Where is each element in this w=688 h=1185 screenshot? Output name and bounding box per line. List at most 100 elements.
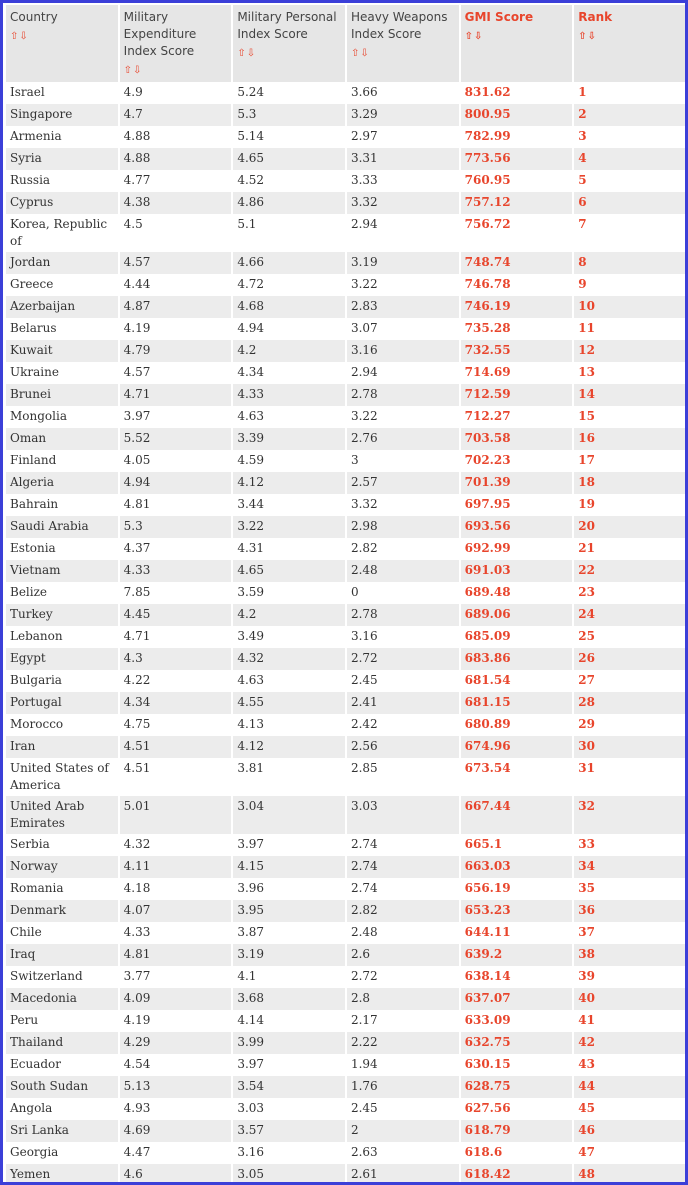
weapons-cell: 2.98 (346, 516, 459, 538)
sort-arrows-icon[interactable]: ⇧⇩ (10, 31, 29, 42)
personal-cell: 4.2 (233, 604, 345, 626)
personal-cell: 3.87 (233, 922, 345, 944)
expenditure-cell: 4.45 (119, 604, 232, 626)
weapons-cell: 2 (346, 1120, 459, 1142)
gmi-score-cell: 712.27 (460, 406, 573, 428)
table-row: Jordan 4.57 4.66 3.19 748.74 8 (6, 252, 685, 274)
table-row: Greece 4.44 4.72 3.22 746.78 9 (6, 274, 685, 296)
weapons-cell: 2.83 (346, 296, 459, 318)
personal-cell: 3.49 (233, 626, 345, 648)
sort-arrows-icon[interactable]: ⇧⇩ (123, 65, 143, 76)
rank-cell: 6 (574, 192, 685, 214)
rank-cell: 31 (574, 758, 685, 796)
personal-cell: 4.63 (233, 406, 345, 428)
gmi-score-cell: 665.1 (460, 834, 573, 856)
sort-arrows-icon[interactable]: ⇧⇩ (578, 31, 598, 42)
weapons-cell: 2.82 (346, 538, 459, 560)
expenditure-cell: 4.47 (119, 1142, 232, 1164)
personal-cell: 4.2 (233, 340, 345, 362)
gmi-score-cell: 697.95 (460, 494, 573, 516)
personal-cell: 4.14 (233, 1010, 345, 1032)
personal-cell: 4.12 (233, 472, 345, 494)
gmi-score-cell: 689.06 (460, 604, 573, 626)
rank-cell: 9 (574, 274, 685, 296)
rank-cell: 4 (574, 148, 685, 170)
gmi-score-cell: 692.99 (460, 538, 573, 560)
column-header-gmi-score[interactable]: GMI Score ⇧⇩ (460, 5, 573, 82)
column-header-heavy-weapons[interactable]: Heavy Weapons Index Score ⇧⇩ (346, 5, 459, 82)
personal-cell: 4.31 (233, 538, 345, 560)
country-cell: Estonia (6, 538, 118, 560)
sort-arrows-icon[interactable]: ⇧⇩ (237, 48, 257, 59)
country-cell: Oman (6, 428, 118, 450)
table-row: Russia 4.77 4.52 3.33 760.95 5 (6, 170, 685, 192)
rank-cell: 24 (574, 604, 685, 626)
rank-cell: 19 (574, 494, 685, 516)
weapons-cell: 1.76 (346, 1076, 459, 1098)
expenditure-cell: 4.38 (119, 192, 232, 214)
weapons-cell: 2.97 (346, 126, 459, 148)
expenditure-cell: 4.33 (119, 560, 232, 582)
table-row: United Arab Emirates 5.01 3.04 3.03 667.44 32 (6, 796, 685, 834)
personal-cell: 4.55 (233, 692, 345, 714)
gmi-score-cell: 782.99 (460, 126, 573, 148)
rank-cell: 2 (574, 104, 685, 126)
weapons-cell: 2.8 (346, 988, 459, 1010)
rank-cell: 38 (574, 944, 685, 966)
table-row: Kuwait 4.79 4.2 3.16 732.55 12 (6, 340, 685, 362)
rank-cell: 22 (574, 560, 685, 582)
weapons-cell: 0 (346, 582, 459, 604)
weapons-cell: 2.42 (346, 714, 459, 736)
country-cell: Russia (6, 170, 118, 192)
sort-arrows-icon[interactable]: ⇧⇩ (464, 31, 484, 42)
expenditure-cell: 4.7 (119, 104, 232, 126)
expenditure-cell: 4.54 (119, 1054, 232, 1076)
rank-cell: 23 (574, 582, 685, 604)
column-header-label: Rank (578, 10, 613, 24)
gmi-score-cell: 757.12 (460, 192, 573, 214)
gmi-score-cell: 656.19 (460, 878, 573, 900)
weapons-cell: 2.48 (346, 560, 459, 582)
rank-cell: 5 (574, 170, 685, 192)
rank-cell: 39 (574, 966, 685, 988)
personal-cell: 3.95 (233, 900, 345, 922)
weapons-cell: 2.57 (346, 472, 459, 494)
column-header-military-personal[interactable]: Military Personal Index Score ⇧⇩ (233, 5, 345, 82)
table-row: Finland 4.05 4.59 3 702.23 17 (6, 450, 685, 472)
expenditure-cell: 4.51 (119, 758, 232, 796)
personal-cell: 4.59 (233, 450, 345, 472)
rank-cell: 25 (574, 626, 685, 648)
weapons-cell: 2.82 (346, 900, 459, 922)
column-header-rank[interactable]: Rank ⇧⇩ (574, 5, 685, 82)
personal-cell: 3.44 (233, 494, 345, 516)
weapons-cell: 2.78 (346, 604, 459, 626)
table-row: Korea, Republic of 4.5 5.1 2.94 756.72 7 (6, 214, 685, 252)
column-header-country[interactable]: Country ⇧⇩ (6, 5, 118, 82)
weapons-cell: 3.29 (346, 104, 459, 126)
weapons-cell: 2.74 (346, 878, 459, 900)
table-row: Georgia 4.47 3.16 2.63 618.6 47 (6, 1142, 685, 1164)
weapons-cell: 3.32 (346, 494, 459, 516)
country-cell: Belize (6, 582, 118, 604)
rank-cell: 13 (574, 362, 685, 384)
country-cell: Chile (6, 922, 118, 944)
expenditure-cell: 4.51 (119, 736, 232, 758)
column-header-military-expenditure[interactable]: Military Expenditure Index Score ⇧⇩ (119, 5, 232, 82)
expenditure-cell: 4.11 (119, 856, 232, 878)
gmi-score-cell: 714.69 (460, 362, 573, 384)
country-cell: Ukraine (6, 362, 118, 384)
expenditure-cell: 4.57 (119, 362, 232, 384)
personal-cell: 4.66 (233, 252, 345, 274)
personal-cell: 3.81 (233, 758, 345, 796)
personal-cell: 3.22 (233, 516, 345, 538)
table-row: Thailand 4.29 3.99 2.22 632.75 42 (6, 1032, 685, 1054)
gmi-score-cell: 663.03 (460, 856, 573, 878)
table-row: Estonia 4.37 4.31 2.82 692.99 21 (6, 538, 685, 560)
table-row: Ecuador 4.54 3.97 1.94 630.15 43 (6, 1054, 685, 1076)
table-row: South Sudan 5.13 3.54 1.76 628.75 44 (6, 1076, 685, 1098)
gmi-score-cell: 627.56 (460, 1098, 573, 1120)
weapons-cell: 2.56 (346, 736, 459, 758)
sort-arrows-icon[interactable]: ⇧⇩ (350, 48, 370, 59)
rank-cell: 14 (574, 384, 685, 406)
gmi-score-cell: 630.15 (460, 1054, 573, 1076)
